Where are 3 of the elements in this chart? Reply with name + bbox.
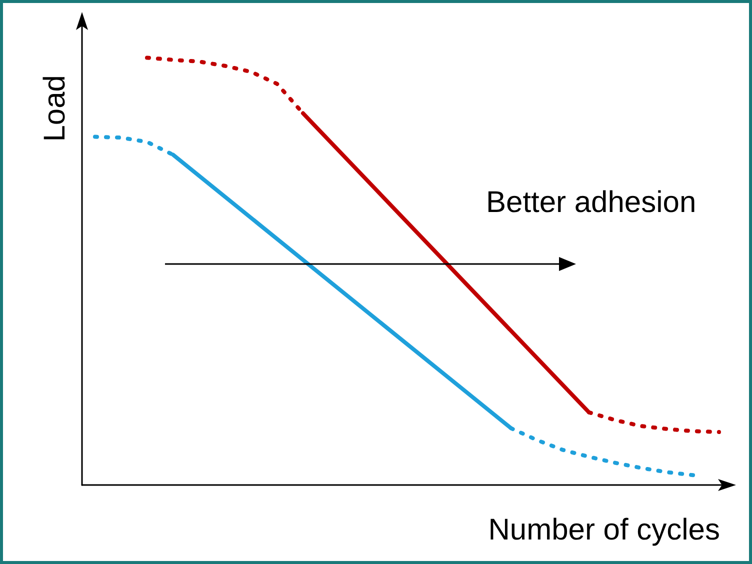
x-axis-title: Number of cycles — [488, 514, 720, 546]
annotation: Better adhesion — [486, 186, 696, 220]
y-axis-title: Load — [38, 75, 72, 142]
